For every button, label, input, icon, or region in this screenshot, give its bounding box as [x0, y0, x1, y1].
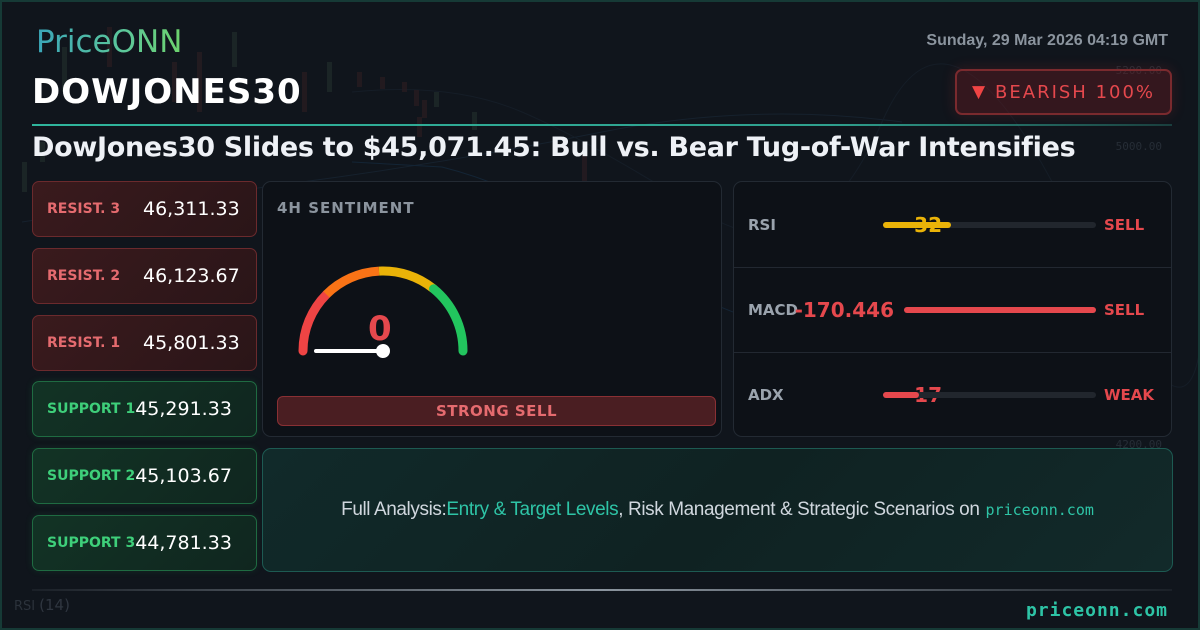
level-support-3: SUPPORT 3 44,781.33 — [32, 515, 257, 571]
indicator-row-rsi: RSI 32 SELL — [734, 182, 1171, 267]
level-label: SUPPORT 1 — [47, 401, 136, 417]
indicator-bar — [883, 221, 1096, 228]
ghost-indicator-period: (14) — [39, 596, 70, 614]
level-support-1: SUPPORT 1 45,291.33 — [32, 381, 257, 437]
indicator-signal: SELL — [1104, 301, 1145, 319]
cta-highlight-link[interactable]: Entry & Target Levels — [446, 499, 619, 520]
sentiment-title: 4H SENTIMENT — [277, 199, 415, 217]
price-axis-label: 4200.00 — [1115, 438, 1162, 451]
ghost-indicator-label: RSI (14) — [14, 596, 70, 614]
level-value: 45,291.33 — [135, 398, 232, 420]
price-axis-label: 5000.00 — [1115, 140, 1162, 153]
sentiment-gauge-icon — [298, 266, 468, 358]
full-analysis-cta[interactable]: Full Analysis: Entry & Target Levels, Ri… — [262, 448, 1173, 572]
indicator-bar — [883, 392, 1096, 398]
indicator-name: ADX — [748, 386, 784, 404]
sentiment-score: 0 — [368, 309, 392, 349]
level-resistance-2: RESIST. 2 46,123.67 — [32, 248, 257, 304]
brand-logo: PriceONN — [36, 24, 183, 60]
level-label: RESIST. 3 — [47, 201, 121, 217]
bias-label: BEARISH 100% — [995, 81, 1156, 103]
indicators-panel: RSI 32 SELL MACD -170.446 SELL ADX 17 WE… — [733, 181, 1172, 437]
level-value: 45,801.33 — [143, 332, 240, 354]
level-resistance-3: RESIST. 3 46,311.33 — [32, 181, 257, 237]
level-label: RESIST. 1 — [47, 335, 121, 351]
cta-middle: , Risk Management & Strategic Scenarios … — [618, 499, 980, 520]
level-support-2: SUPPORT 2 45,103.67 — [32, 448, 257, 504]
sentiment-signal: STRONG SELL — [277, 396, 716, 426]
level-label: RESIST. 2 — [47, 268, 121, 284]
cta-site-link[interactable]: priceonn.com — [985, 501, 1094, 519]
indicator-row-macd: MACD -170.446 SELL — [734, 267, 1171, 352]
level-value: 44,781.33 — [135, 532, 232, 554]
footer-site-link[interactable]: priceonn.com — [1025, 600, 1168, 621]
level-label: SUPPORT 2 — [47, 468, 136, 484]
timestamp: Sunday, 29 Mar 2026 04:19 GMT — [926, 32, 1168, 49]
footer-divider — [32, 589, 1172, 591]
cta-prefix: Full Analysis: — [341, 499, 447, 520]
indicator-bar-fill — [904, 307, 1096, 313]
bias-badge: ▼ BEARISH 100% — [955, 69, 1172, 115]
indicator-row-adx: ADX 17 WEAK — [734, 352, 1171, 437]
indicator-bar-fill — [883, 221, 952, 228]
ghost-indicator-name: RSI — [14, 599, 36, 614]
indicator-bar-fill — [883, 392, 920, 398]
indicator-bar — [904, 307, 1096, 313]
indicator-name: RSI — [748, 215, 776, 234]
indicator-name: MACD — [748, 301, 798, 319]
indicator-signal: WEAK — [1104, 386, 1155, 404]
level-value: 46,311.33 — [143, 198, 240, 220]
level-value: 45,103.67 — [135, 465, 232, 487]
indicator-signal: SELL — [1104, 215, 1145, 234]
level-value: 46,123.67 — [143, 265, 240, 287]
indicator-value: -170.446 — [794, 298, 894, 322]
header-divider — [32, 124, 1172, 126]
headline: DowJones30 Slides to $45,071.45: Bull vs… — [32, 132, 1076, 163]
triangle-down-icon: ▼ — [971, 82, 986, 102]
level-resistance-1: RESIST. 1 45,801.33 — [32, 315, 257, 371]
symbol-title: DOWJONES30 — [32, 72, 302, 112]
sentiment-panel: 4H SENTIMENT 0 STRONG SELL — [262, 181, 722, 437]
level-label: SUPPORT 3 — [47, 535, 136, 551]
